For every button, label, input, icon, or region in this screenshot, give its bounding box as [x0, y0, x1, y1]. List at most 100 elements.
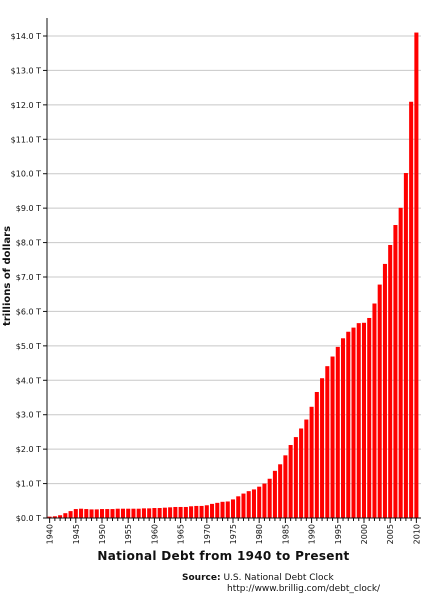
bar [330, 356, 335, 518]
x-tick-label: 1995 [334, 524, 343, 544]
bar [335, 346, 340, 518]
x-tick-label: 2000 [360, 524, 369, 544]
bar [152, 508, 157, 518]
bar [115, 508, 120, 518]
bar [210, 503, 215, 518]
bar [73, 509, 78, 518]
source-line: Source: U.S. National Debt Clock [182, 573, 334, 583]
bar [356, 323, 361, 518]
chart-title: National Debt from 1940 to Present [97, 549, 350, 563]
bar [131, 508, 136, 518]
bar [173, 506, 178, 518]
bar [283, 455, 288, 518]
bar [215, 502, 220, 518]
bar [304, 419, 309, 518]
bar [361, 322, 367, 518]
bar [225, 501, 230, 518]
bar [320, 378, 325, 518]
bar [178, 506, 183, 518]
y-tick-label: $1.0 T [16, 480, 41, 489]
x-tick-label: 1985 [281, 524, 290, 544]
bar [251, 489, 256, 518]
y-tick-label: $8.0 T [16, 239, 41, 248]
bar [382, 263, 387, 518]
x-tick-label: 2010 [412, 524, 421, 544]
bar [398, 207, 403, 518]
y-tick-label: $2.0 T [16, 445, 41, 454]
x-tick-label: 1965 [177, 524, 186, 544]
x-tick-label: 1945 [72, 524, 81, 544]
bar [58, 515, 63, 518]
bar [414, 32, 419, 519]
bar [262, 483, 267, 518]
bar [257, 486, 262, 518]
bar [351, 327, 356, 518]
bar [52, 516, 57, 518]
x-tick-label: 2005 [386, 524, 395, 544]
x-tick-label: 1970 [203, 524, 212, 544]
bar [272, 470, 277, 518]
x-tick-label: 1960 [150, 524, 159, 544]
bar [199, 505, 204, 518]
bar [236, 496, 241, 518]
bar [136, 508, 141, 518]
bar [241, 493, 246, 518]
bar [99, 509, 105, 518]
x-tick-label: 1990 [308, 524, 317, 544]
bar [183, 506, 188, 518]
y-tick-labels: $0.0 T $1.0 T $2.0 T $3.0 T $4.0 T $5.0 T $6.0… [11, 32, 47, 523]
y-tick-label: $0.0 T [16, 514, 41, 523]
y-tick-label: $6.0 T [16, 307, 41, 316]
y-tick-label: $12.0 T [11, 101, 41, 110]
bar [299, 428, 304, 518]
bar [377, 284, 382, 518]
y-axis-label: trillions of dollars [2, 226, 13, 326]
bar [147, 508, 152, 518]
bar [246, 491, 251, 518]
x-tick-label: 1975 [229, 524, 238, 544]
source-text: U.S. National Debt Clock [223, 573, 334, 583]
x-tick-label: 1950 [98, 524, 107, 544]
bar [220, 501, 225, 518]
bar [157, 508, 162, 518]
source-url[interactable]: http://www.brillig.com/debt_clock/ [227, 584, 381, 594]
bar [204, 505, 209, 518]
gridlines [47, 35, 421, 519]
bar [367, 317, 372, 518]
bar [94, 509, 99, 518]
x-tick-label: 1955 [124, 524, 133, 544]
bar [267, 478, 272, 518]
bar [409, 101, 414, 518]
bar [89, 509, 94, 518]
bar [47, 516, 52, 518]
y-tick-label: $7.0 T [16, 273, 41, 282]
bar [141, 508, 146, 518]
bar [325, 366, 330, 518]
bar [162, 507, 167, 518]
bar [346, 331, 351, 518]
bar [288, 445, 293, 518]
bar [84, 509, 89, 518]
bar [126, 508, 131, 518]
bar [189, 506, 194, 518]
bar [372, 303, 377, 518]
bar-series [47, 32, 419, 519]
bar [168, 507, 173, 518]
bar [278, 464, 283, 518]
y-tick-label: $14.0 T [11, 32, 41, 41]
y-tick-label: $9.0 T [16, 204, 41, 213]
y-tick-label: $3.0 T [16, 411, 41, 420]
x-tick-label: 1980 [255, 524, 264, 544]
y-tick-label: $5.0 T [16, 342, 41, 351]
y-tick-label: $4.0 T [16, 376, 41, 385]
bar [68, 511, 73, 518]
x-tick-labels: 1940 1945 1950 1955 1960 1965 1970 1975 1980 1985… [46, 518, 421, 544]
bar [120, 508, 125, 518]
bar [105, 509, 110, 518]
bar [403, 173, 408, 519]
bar [341, 338, 346, 518]
bar [293, 437, 298, 518]
bar [314, 391, 319, 518]
bar [309, 406, 314, 518]
